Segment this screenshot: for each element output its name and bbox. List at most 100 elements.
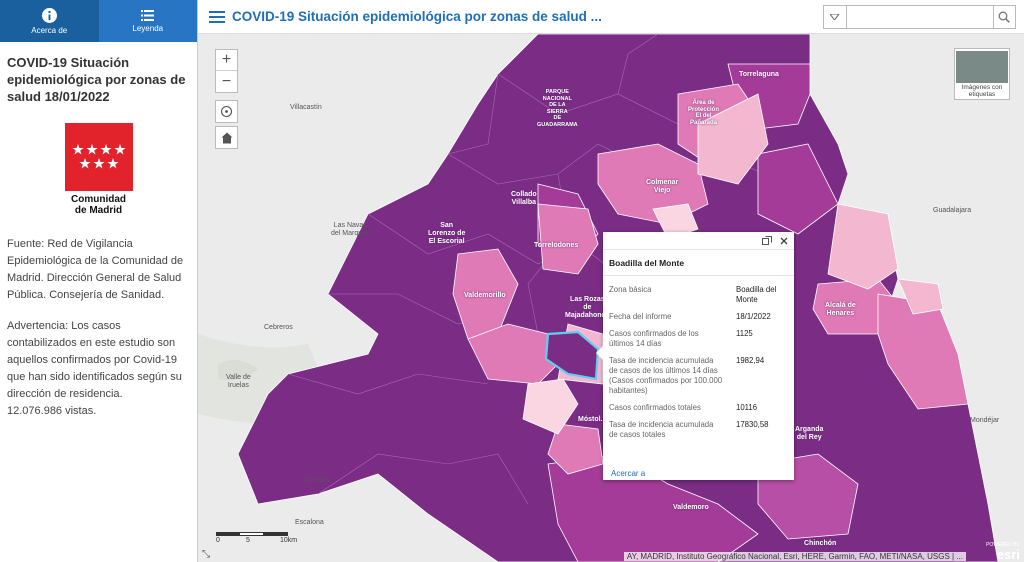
zoom-in-button[interactable]: + [216,50,237,72]
basemap-thumbnail [956,51,1008,83]
info-icon [41,7,57,23]
label-las-rozas: Las Rozas de Majadahonda [565,296,610,319]
popup-value: Boadilla del Monte [736,285,777,304]
esri-brand: esri [996,547,1020,562]
views-count: 12.076.986 vistas. [7,405,97,417]
zone-east-pink [877,293,969,410]
scale-label-0: 0 [216,537,220,544]
popup-key: Tasa de incidencia acumulada de casos de… [609,356,723,395]
zoom-control: + − [215,49,238,93]
popup-key: Casos confirmados totales [609,403,701,412]
feature-popup: Boadilla del Monte Zona básica Boadilla … [596,232,794,480]
label-mondejar: Mondéjar [970,417,1000,424]
home-button[interactable] [215,126,238,149]
locate-button[interactable] [215,100,238,123]
app-title: COVID-19 Situación epidemiológica por zo… [232,9,602,24]
tab-about[interactable]: Acerca de [0,0,99,42]
legend-icon [141,9,155,21]
about-panel: COVID-19 Situación epidemiológica por zo… [0,42,197,428]
map-attribution: AY, MADRID, Instituto Geográfico Naciona… [623,552,966,561]
popup-key: Tasa de incidencia acumulada de casos to… [609,420,714,439]
tab-legend[interactable]: Leyenda [98,0,197,42]
label-torrelodones: Torrelodones [534,242,579,249]
label-almorox: Almorox [304,477,330,484]
zone-torrelodones [537,203,599,275]
label-las-navas: Las Navas del Marqués [331,222,370,237]
source-text: Fuente: Red de Vigilancia Epidemiológica… [7,238,184,301]
search-box [823,5,1016,29]
esri-logo: POWERED BY esri [986,540,1020,562]
label-parque-guadarrama: PARQUE NACIONAL DE LA SIERRA DE GUADARRA… [537,89,578,128]
search-button[interactable] [992,6,1015,28]
panel-title: COVID-19 Situación epidemiológica por zo… [7,55,186,104]
resize-handle-icon[interactable]: ⤡ [202,549,210,560]
popup-value: 17830,58 [736,420,769,429]
popup-row: Fecha del informe 18/1/2022 [603,309,794,326]
label-collado-villalba: Collado Villalba [511,191,537,206]
zoom-out-button[interactable]: − [221,72,232,90]
label-torrelaguna: Torrelaguna [739,71,779,78]
popup-value: 1125 [736,329,753,338]
popup-key: Zona básica [609,285,652,294]
label-villacastin: Villacastín [290,104,322,111]
tab-legend-label: Leyenda [132,23,164,33]
popup-toolbar [603,232,794,250]
madrid-flag-icon [64,123,133,191]
popup-key: Casos confirmados de los últimos 14 días [609,329,699,348]
sidebar-tabs: Acerca de Leyenda [0,0,197,42]
label-arganda: Arganda del Rey [795,426,824,441]
locate-icon [220,105,233,118]
label-escalona: Escalona [295,519,324,526]
comunidad-madrid-logo: Comunidad de Madrid [57,123,141,216]
zoom-to-link[interactable]: Acercar a [611,469,646,478]
popup-row: Zona básica Boadilla del Monte [603,282,794,309]
label-valdemoro: Valdemoro [673,504,709,511]
close-icon[interactable] [780,237,788,245]
basemap-toggle[interactable]: Imágenes con etiquetas [954,48,1010,100]
label-valle-iruelas: Valle de Iruelas [226,374,251,389]
zone-boadilla-highlight[interactable] [544,330,600,381]
popup-row: Tasa de incidencia acumulada de casos to… [603,417,794,444]
chevron-down-icon [830,14,840,20]
scale-bar-graphic [216,532,288,536]
hamburger-menu-icon[interactable] [202,10,232,23]
logo-text-2: de Madrid [74,205,123,216]
zone-arganda-area [547,423,604,475]
label-guadalajara: Guadalajara [933,207,972,214]
popup-value: 18/1/2022 [736,312,771,321]
zone-light-1 [697,93,769,185]
search-input[interactable] [846,6,993,28]
scale-label-10km: 10km [280,537,298,544]
label-cebreros: Cebreros [264,324,293,331]
zone-pale-1 [522,378,579,435]
label-valdemorillo: Valdemorillo [464,292,506,299]
warning-text: Advertencia: Los casos contabilizados en… [7,320,182,400]
esri-powered-by: POWERED BY [986,542,1020,548]
zone-light-2 [827,203,899,290]
popup-title: Boadilla del Monte [603,250,794,276]
label-san-lorenzo: San Lorenzo de El Escorial [428,222,466,245]
scale-bar: 0 5 10km [216,532,297,545]
scale-labels: 0 5 10km [216,536,297,545]
popup-value: 1982,94 [736,356,765,365]
search-icon [998,11,1011,23]
search-source-dropdown[interactable] [824,6,847,28]
popup-row: Casos confirmados de los últimos 14 días… [603,326,794,353]
zone-northeast [757,143,839,235]
label-mostoles: Móstol... [578,416,607,423]
basemap-label: Imágenes con etiquetas [961,84,1003,98]
zone-pale-2 [652,203,699,240]
logo-text-1: Comunidad [71,194,126,205]
popup-row: Tasa de incidencia acumulada de casos de… [603,353,794,400]
tab-about-label: Acerca de [31,25,68,35]
popup-row: Casos confirmados totales 10116 [603,400,794,417]
map-view[interactable]: Villacastín Las Navas del Marqués Cebrer… [198,34,1024,562]
label-chinchon: Chinchón [804,540,837,547]
maximize-icon[interactable] [762,236,772,245]
label-area-proteccion: Área de Protección El del Pañarada [688,100,720,126]
app-header: COVID-19 Situación epidemiológica por zo… [198,0,1024,34]
home-icon [221,132,232,143]
label-alcala: Alcalá de Henares [825,302,856,317]
popup-attributes: Zona básica Boadilla del Monte Fecha del… [603,282,794,444]
